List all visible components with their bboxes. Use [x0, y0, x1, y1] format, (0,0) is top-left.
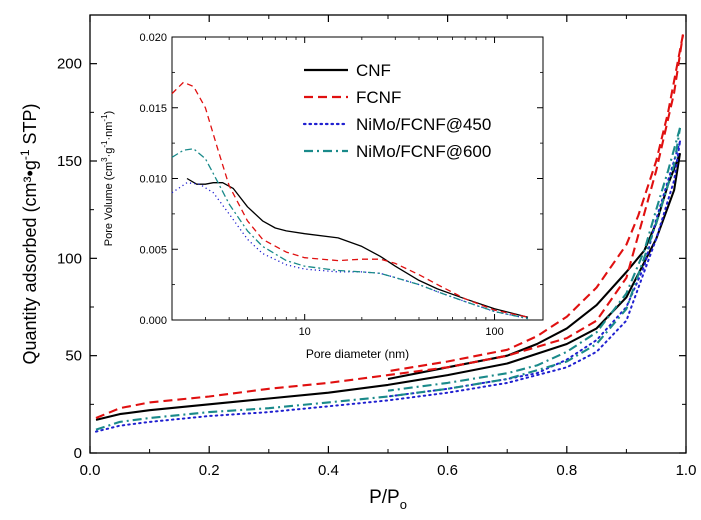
main-plot: 0.0 0.2 0.4 0.6 0.8 1.0 0 50 100 150 200 P/Po Quanti… — [18, 14, 697, 512]
legend-label-0: CNF — [356, 61, 391, 80]
inset-y-tick-label: 0.010 — [139, 174, 167, 186]
inset-series-0 — [186, 177, 529, 318]
main-series-2-adsorption — [95, 140, 681, 433]
inset-y-axis-label: Pore Volume (cm3·g-1·nm-1) — [100, 111, 115, 246]
main-series-1-adsorption — [95, 34, 685, 419]
inset-x-tick-label: 10 — [299, 326, 311, 338]
inset-x-axis-label: Pore diameter (nm) — [306, 347, 409, 361]
x-tick-label: 0.2 — [199, 462, 220, 479]
main-series-3-desorption — [387, 127, 682, 392]
y-tick-label: 150 — [57, 153, 82, 170]
inset-plot: 10 100 0.000 0.005 0.010 0.015 0.020 Pore diame… — [100, 32, 544, 361]
x-tick-label: 0.8 — [556, 462, 577, 479]
main-series-1-desorption — [387, 34, 685, 373]
y-tick-label: 100 — [57, 250, 82, 267]
y-tick-label: 50 — [65, 348, 82, 365]
inset-y-tick-label: 0.015 — [139, 103, 167, 115]
x-tick-label: 0.4 — [318, 462, 339, 479]
inset-x-tick-label: 100 — [485, 326, 503, 338]
y-axis-label: Quantity adsorbed (cm³•g-1 STP) — [18, 103, 40, 364]
y-tick-label: 200 — [57, 56, 82, 73]
legend-label-1: FCNF — [356, 88, 401, 107]
inset-series-1 — [171, 81, 529, 318]
inset-series-3 — [171, 148, 529, 320]
y-tick-label: 0 — [74, 445, 82, 462]
inset-y-tick-label: 0.020 — [139, 32, 167, 44]
x-axis-label: P/Po — [369, 487, 407, 512]
x-tick-label: 0.0 — [80, 462, 101, 479]
legend-label-2: NiMo/FCNF@450 — [356, 115, 491, 134]
inset-y-tick-label: 0.005 — [139, 244, 167, 256]
x-tick-label: 1.0 — [676, 462, 697, 479]
legend-label-3: NiMo/FCNF@600 — [356, 142, 491, 161]
inset-y-tick-label: 0.000 — [139, 315, 167, 327]
inset-plot-frame — [171, 36, 544, 321]
x-tick-label: 0.6 — [437, 462, 458, 479]
